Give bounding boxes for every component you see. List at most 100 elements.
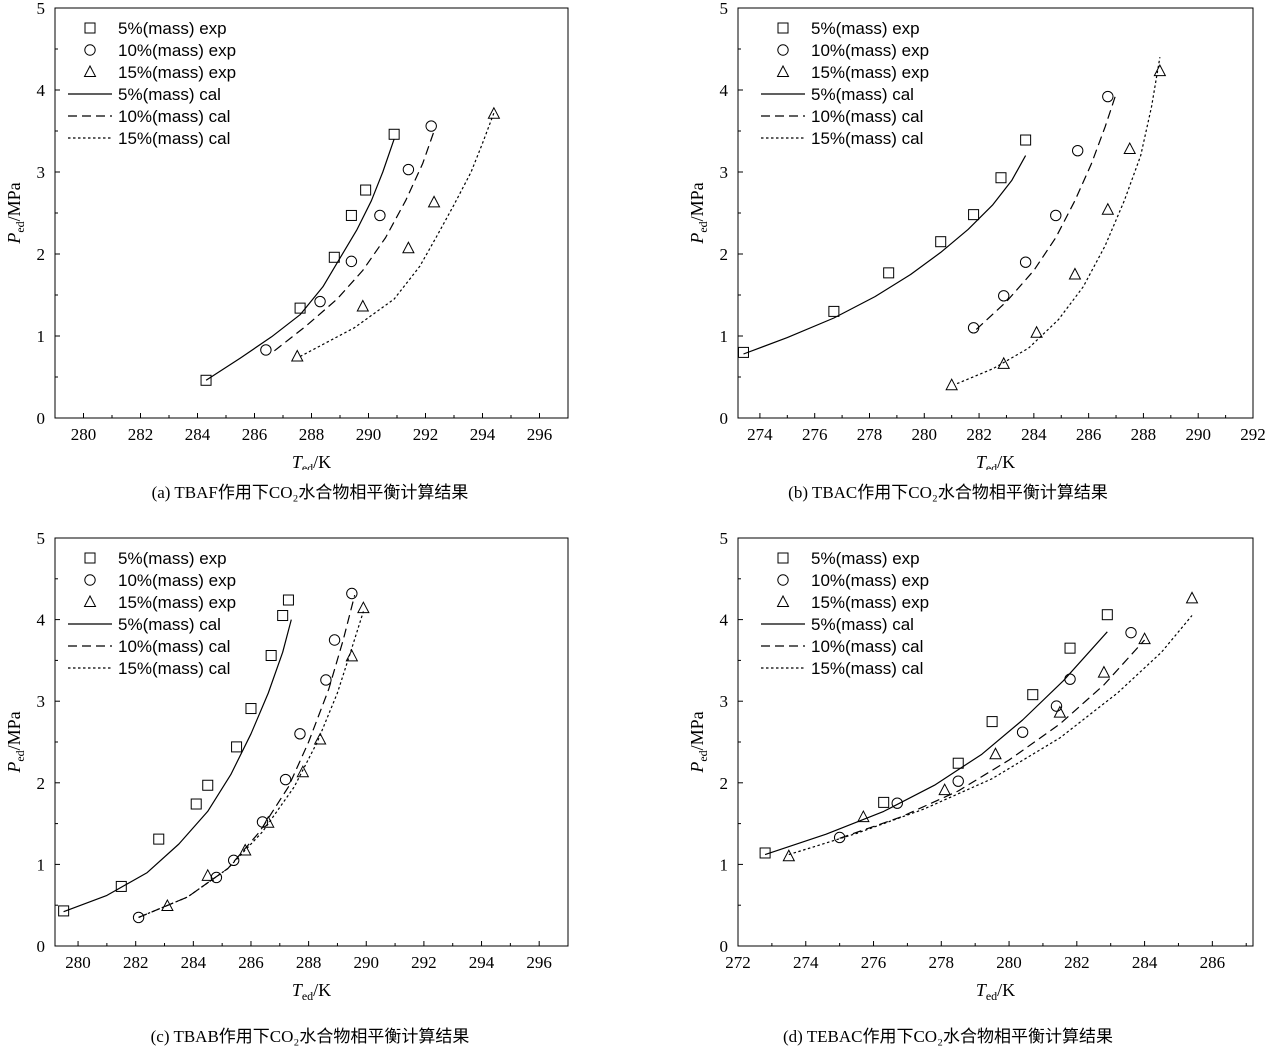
legend-label: 5%(mass) cal bbox=[118, 85, 221, 104]
data-point-square bbox=[153, 833, 165, 845]
y-tick-label: 4 bbox=[720, 81, 729, 100]
data-point-square bbox=[995, 172, 1007, 184]
legend-label: 15%(mass) cal bbox=[118, 659, 230, 678]
y-tick-label: 0 bbox=[720, 409, 729, 428]
x-tick-label: 288 bbox=[296, 953, 322, 972]
legend-marker-circle bbox=[777, 574, 789, 586]
legend-marker-triangle bbox=[83, 64, 97, 77]
series-line-dashed bbox=[839, 639, 1146, 839]
x-tick-label: 284 bbox=[1021, 425, 1047, 444]
x-tick-label: 290 bbox=[1185, 425, 1211, 444]
legend-label: 15%(mass) cal bbox=[811, 129, 923, 148]
data-point-square bbox=[294, 302, 306, 314]
y-axis-label: Ped/MPa bbox=[687, 711, 710, 773]
legend-label: 5%(mass) cal bbox=[811, 615, 914, 634]
x-tick-label: 278 bbox=[857, 425, 883, 444]
data-point-circle bbox=[1125, 626, 1137, 639]
x-tick-label: 292 bbox=[413, 425, 439, 444]
x-tick-label: 284 bbox=[181, 953, 207, 972]
series-line-solid bbox=[63, 619, 292, 913]
series-line-solid bbox=[205, 139, 395, 381]
legend-label: 15%(mass) exp bbox=[811, 63, 929, 82]
series-line-dashed bbox=[975, 93, 1117, 330]
data-point-square bbox=[328, 251, 340, 263]
legend-label: 15%(mass) exp bbox=[118, 63, 236, 82]
series-line-dotted bbox=[956, 57, 1161, 385]
x-tick-label: 280 bbox=[71, 425, 97, 444]
data-point-square bbox=[968, 209, 980, 221]
data-point-triangle bbox=[427, 195, 441, 208]
data-point-square bbox=[388, 128, 400, 140]
x-tick-label: 280 bbox=[912, 425, 938, 444]
data-point-square bbox=[360, 184, 372, 196]
chart-panel-b: 274 276 278 280 282 284 286 288 290 292 0 1 2 3 4 5 Ted/… bbox=[638, 0, 1268, 510]
data-point-circle bbox=[227, 854, 240, 867]
x-tick-label: 294 bbox=[470, 425, 496, 444]
chart-b-caption: (b) TBAC作用下CO₂水合物相平衡计算结果 bbox=[788, 483, 1108, 502]
data-point-circle bbox=[1016, 726, 1029, 738]
x-tick-label: 282 bbox=[1064, 953, 1090, 972]
data-point-circle bbox=[346, 587, 358, 600]
y-tick-label: 0 bbox=[37, 409, 46, 428]
x-tick-label: 286 bbox=[238, 953, 264, 972]
legend-label: 5%(mass) exp bbox=[811, 19, 920, 38]
x-tick-label: 272 bbox=[725, 953, 751, 972]
data-point-triangle bbox=[1030, 325, 1043, 338]
data-point-triangle bbox=[290, 349, 304, 362]
data-point-triangle bbox=[1138, 632, 1151, 645]
x-tick-label: 292 bbox=[1240, 425, 1266, 444]
legend-label: 10%(mass) exp bbox=[118, 571, 236, 590]
legend-label: 15%(mass) cal bbox=[118, 129, 230, 148]
chart-c-svg: 280 282 284 286 288 290 292 294 296 0 1 2 3 4 5 Ted/K Pe… bbox=[4, 529, 569, 1003]
x-tick-label: 288 bbox=[1131, 425, 1157, 444]
y-tick-label: 1 bbox=[37, 327, 46, 346]
chart-panel-a: 280 282 284 286 288 290 292 294 296 0 1 2 3 4 5 Ted/K Pe… bbox=[0, 0, 630, 510]
data-point-circle bbox=[314, 295, 326, 308]
legend-label: 15%(mass) exp bbox=[118, 593, 236, 612]
data-point-triangle bbox=[1153, 64, 1167, 77]
legend-label: 10%(mass) exp bbox=[118, 41, 236, 60]
x-tick-label: 284 bbox=[1132, 953, 1158, 972]
y-tick-label: 0 bbox=[720, 937, 729, 956]
data-point-triangle bbox=[1123, 141, 1137, 155]
legend-marker-circle bbox=[84, 574, 96, 586]
data-point-triangle bbox=[296, 765, 310, 778]
data-point-square bbox=[190, 798, 202, 810]
legend-label: 5%(mass) exp bbox=[118, 19, 227, 38]
data-point-triangle bbox=[1068, 267, 1082, 280]
legend-label: 10%(mass) cal bbox=[811, 637, 923, 656]
data-point-triangle bbox=[313, 732, 327, 745]
x-tick-label: 296 bbox=[526, 953, 552, 972]
data-point-circle bbox=[1050, 209, 1062, 222]
y-axis-label: Ped/MPa bbox=[687, 182, 710, 244]
chart-b-svg: 274 276 278 280 282 284 286 288 290 292 0 1 2 3 4 5 Ted/… bbox=[687, 0, 1266, 475]
data-point-circle bbox=[260, 344, 272, 356]
legend-marker-circle bbox=[777, 44, 789, 56]
data-point-triangle bbox=[997, 356, 1011, 369]
data-point-triangle bbox=[161, 898, 174, 912]
chart-a-caption: (a) TBAF作用下CO₂水合物相平衡计算结果 bbox=[151, 483, 469, 502]
data-point-square bbox=[952, 757, 964, 769]
data-point-square bbox=[58, 905, 70, 917]
data-point-triangle bbox=[1097, 665, 1111, 678]
x-tick-label: 280 bbox=[996, 953, 1022, 972]
x-tick-label: 282 bbox=[123, 953, 149, 972]
x-tick-label: 280 bbox=[65, 953, 91, 972]
legend-label: 5%(mass) cal bbox=[811, 85, 914, 104]
y-tick-label: 0 bbox=[37, 937, 46, 956]
legend-label: 10%(mass) exp bbox=[811, 571, 929, 590]
data-point-circle bbox=[374, 209, 386, 222]
y-tick-label: 4 bbox=[37, 611, 46, 630]
legend-label: 5%(mass) cal bbox=[118, 615, 221, 634]
y-axis-label: Ped/MPa bbox=[4, 182, 27, 244]
legend-label: 15%(mass) cal bbox=[811, 659, 923, 678]
data-point-triangle bbox=[261, 815, 275, 828]
chart-a-svg: 280 282 284 286 288 290 292 294 296 0 1 2 3 4 5 Ted/K Pe… bbox=[4, 0, 569, 475]
x-tick-label: 278 bbox=[929, 953, 955, 972]
legend-marker-square bbox=[84, 552, 96, 564]
y-tick-label: 2 bbox=[37, 774, 46, 793]
chart-panel-c: 280 282 284 286 288 290 292 294 296 0 1 2 3 4 5 Ted/K Pe… bbox=[0, 528, 630, 1054]
series-line-dotted bbox=[138, 611, 364, 918]
x-tick-label: 288 bbox=[299, 425, 325, 444]
data-point-circle bbox=[1050, 700, 1063, 712]
